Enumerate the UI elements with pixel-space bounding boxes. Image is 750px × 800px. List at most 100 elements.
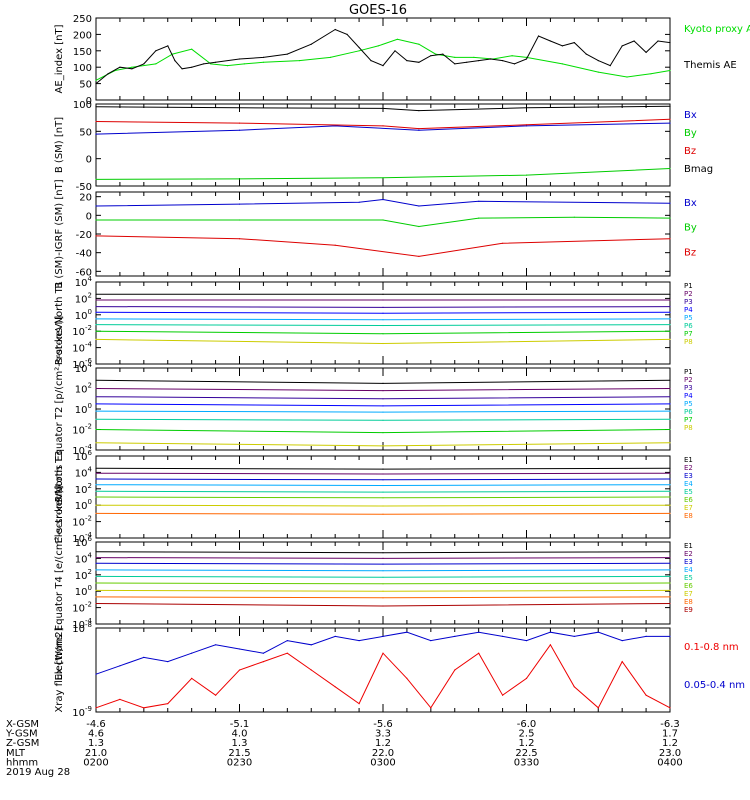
y-tick-label: 104 bbox=[75, 551, 93, 565]
y-tick-label: 10-6 bbox=[72, 357, 92, 371]
data-point bbox=[525, 124, 528, 126]
data-point bbox=[525, 174, 528, 176]
footer-value: -6.3 bbox=[660, 719, 680, 730]
data-point bbox=[95, 318, 97, 320]
data-point bbox=[430, 707, 432, 709]
data-point bbox=[358, 640, 360, 642]
footer-row-label: MLT bbox=[6, 748, 26, 759]
y-tick-label: 10-8 bbox=[72, 621, 92, 635]
data-point bbox=[621, 45, 623, 47]
legend-entry: Bz bbox=[684, 247, 696, 258]
data-point bbox=[454, 63, 456, 65]
data-point bbox=[490, 58, 492, 60]
data-point bbox=[310, 644, 312, 646]
y-tick-label: 10-2 bbox=[72, 324, 92, 338]
data-point bbox=[131, 68, 133, 70]
data-point bbox=[215, 61, 217, 63]
legend-entry: E4 bbox=[684, 480, 693, 488]
data-point bbox=[573, 635, 575, 638]
series-line-bx bbox=[95, 122, 671, 135]
y-tick-label: 10-9 bbox=[72, 705, 92, 719]
legend-entry: P3 bbox=[684, 384, 693, 392]
y-tick-label: 104 bbox=[75, 361, 93, 375]
y-tick-label: -60 bbox=[76, 267, 92, 278]
data-point bbox=[382, 484, 384, 487]
data-point bbox=[597, 707, 599, 709]
data-point bbox=[95, 569, 97, 571]
y-tick-label: 0 bbox=[86, 155, 92, 166]
data-point bbox=[454, 56, 456, 59]
legend-entry: Kyoto proxy AE bbox=[684, 24, 750, 35]
data-point bbox=[95, 306, 97, 308]
series-line-bz bbox=[95, 118, 671, 130]
data-point bbox=[382, 219, 384, 221]
data-point bbox=[669, 330, 671, 332]
data-point bbox=[561, 45, 564, 47]
y-tick-label: 100 bbox=[75, 308, 92, 322]
y-tick-label: 102 bbox=[75, 382, 92, 396]
legend-entry: E8 bbox=[684, 598, 693, 606]
footer-value: 23.0 bbox=[659, 748, 681, 759]
data-point bbox=[334, 635, 336, 638]
data-point bbox=[418, 61, 420, 63]
data-point bbox=[418, 43, 420, 45]
data-point bbox=[394, 50, 396, 52]
data-point bbox=[262, 652, 264, 654]
data-point bbox=[454, 669, 456, 671]
legend-entry: Bmag bbox=[684, 164, 713, 175]
data-point bbox=[669, 122, 671, 124]
data-point bbox=[95, 472, 97, 474]
data-point bbox=[669, 105, 671, 107]
data-point bbox=[346, 33, 348, 36]
data-point bbox=[669, 42, 671, 44]
legend-entry: P8 bbox=[684, 338, 693, 346]
data-point bbox=[669, 293, 671, 295]
data-point bbox=[382, 445, 384, 447]
legend-entry: 0.05-0.4 nm bbox=[684, 680, 745, 691]
data-point bbox=[238, 58, 241, 60]
y-tick-label: 10-2 bbox=[72, 515, 92, 529]
data-point bbox=[238, 107, 241, 109]
data-point bbox=[238, 203, 241, 205]
data-point bbox=[502, 242, 504, 244]
data-point bbox=[382, 497, 384, 499]
data-point bbox=[334, 125, 336, 127]
data-point bbox=[382, 405, 384, 407]
data-point bbox=[669, 467, 671, 469]
y-tick-label: 10-4 bbox=[72, 443, 92, 457]
y-axis-label: Protons North T1 bbox=[54, 281, 65, 365]
data-point bbox=[382, 570, 384, 572]
plot-title: GOES-16 bbox=[349, 3, 407, 18]
data-point bbox=[95, 484, 97, 486]
data-point bbox=[262, 661, 264, 663]
data-point bbox=[525, 640, 528, 642]
data-point bbox=[478, 652, 480, 654]
data-point bbox=[95, 299, 97, 301]
data-point bbox=[525, 677, 528, 680]
data-point bbox=[95, 428, 97, 431]
data-point bbox=[513, 63, 516, 65]
y-tick-label: 102 bbox=[75, 568, 92, 582]
data-point bbox=[406, 631, 408, 633]
data-point bbox=[669, 311, 671, 313]
data-point bbox=[657, 40, 659, 42]
data-point bbox=[95, 403, 97, 405]
y-axis-label: Protons Equator T2 [p/(cm²-s-sr-keV)] bbox=[54, 316, 65, 503]
data-point bbox=[669, 602, 671, 605]
data-point bbox=[238, 122, 241, 124]
data-point bbox=[95, 504, 97, 506]
data-point bbox=[418, 128, 420, 130]
data-point bbox=[95, 133, 97, 135]
legend-entry: Bx bbox=[684, 110, 697, 121]
data-point bbox=[382, 590, 384, 592]
data-point bbox=[382, 390, 384, 392]
footer-value: 1.3 bbox=[232, 738, 248, 749]
data-point bbox=[669, 306, 671, 308]
legend-entry: By bbox=[684, 223, 697, 234]
data-point bbox=[210, 63, 212, 65]
footer-value: 0300 bbox=[370, 757, 395, 768]
footer-value: 0330 bbox=[514, 757, 539, 768]
data-point bbox=[95, 83, 97, 85]
data-point bbox=[525, 125, 528, 127]
